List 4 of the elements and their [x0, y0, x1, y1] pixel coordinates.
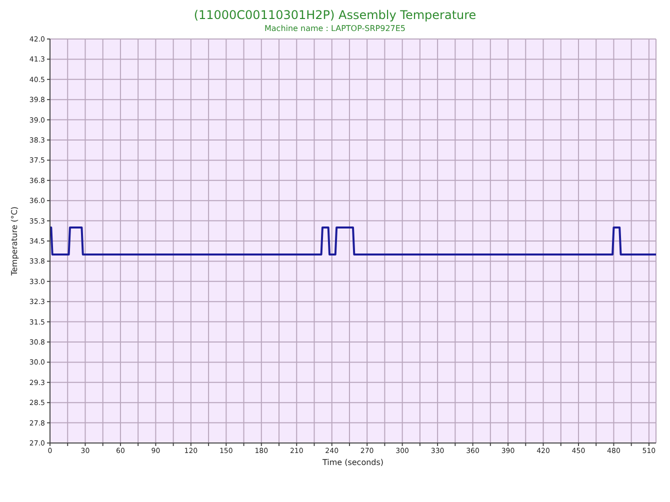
x-axis-title: Time (seconds)	[321, 458, 384, 467]
y-axis-title: Temperature (°C)	[10, 206, 19, 277]
chart-subtitle: Machine name : LAPTOP-SRP927E5	[263, 24, 407, 33]
chart-title: (11000C00110301H2P) Assembly Temperature	[192, 8, 478, 22]
